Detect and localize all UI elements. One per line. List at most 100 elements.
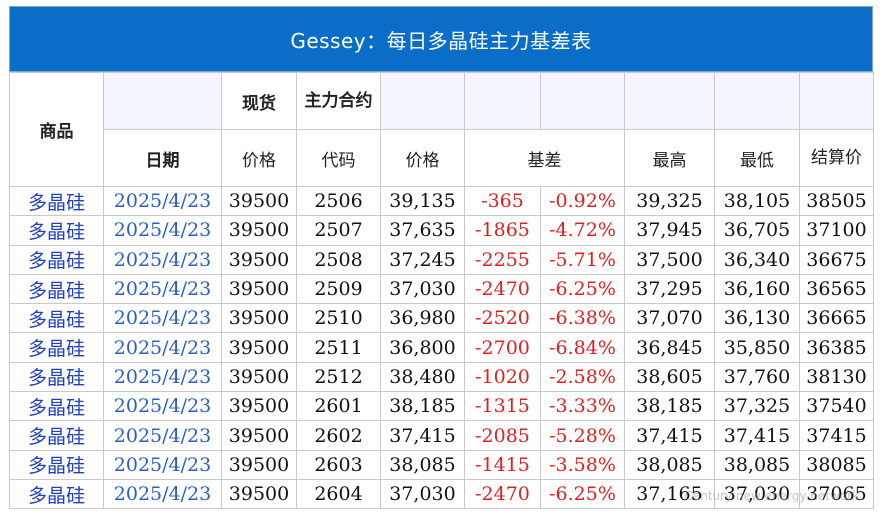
contract-price-cell: 39,135	[380, 185, 465, 217]
contract-code-cell: 2509	[296, 273, 381, 305]
contract-code-cell: 2604	[296, 478, 381, 510]
table-title: Gessey：每日多晶硅主力基差表	[9, 6, 873, 72]
header-blank-cell	[380, 72, 465, 130]
date-cell: 2025/4/23	[103, 478, 222, 510]
basis-cell: -1865	[464, 215, 541, 246]
contract-price-cell: 37,415	[380, 420, 465, 451]
table-row: 多晶硅 2025/4/23 39500 2603 38,085 -1415 -3.58% 38…	[9, 449, 874, 480]
high-cell: 37,295	[624, 273, 715, 305]
contract-price-cell: 36,800	[380, 332, 465, 363]
table-row: 多晶硅 2025/4/23 39500 2507 37,635 -1865 -4.72% 37…	[9, 215, 874, 246]
spot-price-cell: 39500	[221, 303, 297, 334]
header-blank-cell	[624, 72, 715, 130]
product-cell: 多晶硅	[9, 478, 104, 510]
date-cell: 2025/4/23	[103, 332, 222, 363]
low-cell: 37,760	[714, 361, 800, 393]
product-cell: 多晶硅	[9, 332, 104, 363]
contract-code-cell: 2508	[296, 244, 381, 275]
settle-cell: 36675	[799, 244, 874, 275]
high-cell: 37,500	[624, 244, 715, 275]
product-cell: 多晶硅	[9, 303, 104, 334]
settle-cell: 37415	[799, 420, 874, 451]
basis-percent-cell: -4.72%	[540, 215, 625, 246]
product-cell: 多晶硅	[9, 273, 104, 305]
basis-cell: -1020	[464, 361, 541, 393]
low-cell: 38,085	[714, 449, 800, 480]
high-cell: 37,415	[624, 420, 715, 451]
date-cell: 2025/4/23	[103, 391, 222, 422]
low-cell: 38,105	[714, 185, 800, 217]
table-row: 多晶硅 2025/4/23 39500 2512 38,480 -1020 -2.58% 38…	[9, 361, 874, 393]
table-row: 多晶硅 2025/4/23 39500 2510 36,980 -2520 -6.38% 37…	[9, 303, 874, 334]
basis-percent-cell: -0.92%	[540, 185, 625, 217]
header-low: 最低	[714, 129, 800, 187]
contract-price-cell: 37,030	[380, 273, 465, 305]
basis-cell: -365	[464, 185, 541, 217]
low-cell: 37,415	[714, 420, 800, 451]
header-code: 代码	[296, 129, 381, 187]
product-cell: 多晶硅	[9, 185, 104, 217]
settle-cell: 37540	[799, 391, 874, 422]
high-cell: 38,185	[624, 391, 715, 422]
table-row: 多晶硅 2025/4/23 39500 2601 38,185 -1315 -3.33% 38…	[9, 391, 874, 422]
contract-code-cell: 2511	[296, 332, 381, 363]
date-cell: 2025/4/23	[103, 303, 222, 334]
contract-price-cell: 37,635	[380, 215, 465, 246]
settle-cell: 38505	[799, 185, 874, 217]
header-spot-price: 价格	[221, 129, 297, 187]
contract-price-cell: 38,185	[380, 391, 465, 422]
spot-price-cell: 39500	[221, 420, 297, 451]
date-cell: 2025/4/23	[103, 273, 222, 305]
contract-code-cell: 2507	[296, 215, 381, 246]
basis-percent-cell: -3.58%	[540, 449, 625, 480]
product-cell: 多晶硅	[9, 449, 104, 480]
table-row: 多晶硅 2025/4/23 39500 2511 36,800 -2700 -6.84% 36…	[9, 332, 874, 363]
basis-cell: -1415	[464, 449, 541, 480]
date-cell: 2025/4/23	[103, 215, 222, 246]
settle-cell: 38130	[799, 361, 874, 393]
spot-price-cell: 39500	[221, 215, 297, 246]
table-row: 多晶硅 2025/4/23 39500 2506 39,135 -365 -0.92% 39,…	[9, 185, 874, 217]
date-cell: 2025/4/23	[103, 361, 222, 393]
basis-percent-cell: -2.58%	[540, 361, 625, 393]
date-cell: 2025/4/23	[103, 185, 222, 217]
basis-percent-cell: -6.25%	[540, 273, 625, 305]
header-price: 价格	[380, 129, 465, 187]
header-blank-cell	[799, 72, 874, 130]
header-basis: 基差	[464, 129, 625, 187]
contract-price-cell: 37,245	[380, 244, 465, 275]
spot-price-cell: 39500	[221, 391, 297, 422]
contract-price-cell: 37,030	[380, 478, 465, 510]
basis-cell: -2255	[464, 244, 541, 275]
basis-cell: -2520	[464, 303, 541, 334]
high-cell: 37,165	[624, 478, 715, 510]
low-cell: 37,030	[714, 478, 800, 510]
header-main-contract: 主力合约	[296, 72, 381, 130]
basis-cell: -2700	[464, 332, 541, 363]
header-settle: 结算价	[799, 129, 874, 187]
settle-cell: 36565	[799, 273, 874, 305]
header-blank-cell	[540, 72, 625, 130]
basis-percent-cell: -6.84%	[540, 332, 625, 363]
product-cell: 多晶硅	[9, 420, 104, 451]
basis-percent-cell: -6.25%	[540, 478, 625, 510]
settle-cell: 38085	[799, 449, 874, 480]
header-product: 商品	[9, 72, 104, 187]
basis-cell: -2470	[464, 273, 541, 305]
contract-code-cell: 2603	[296, 449, 381, 480]
spot-price-cell: 39500	[221, 332, 297, 363]
table-row: 多晶硅 2025/4/23 39500 2508 37,245 -2255 -5.71% 37…	[9, 244, 874, 275]
high-cell: 37,945	[624, 215, 715, 246]
header-high: 最高	[624, 129, 715, 187]
contract-price-cell: 36,980	[380, 303, 465, 334]
basis-percent-cell: -6.38%	[540, 303, 625, 334]
spot-price-cell: 39500	[221, 361, 297, 393]
high-cell: 39,325	[624, 185, 715, 217]
high-cell: 36,845	[624, 332, 715, 363]
header-blank-cell	[464, 72, 541, 130]
low-cell: 36,130	[714, 303, 800, 334]
date-cell: 2025/4/23	[103, 244, 222, 275]
basis-percent-cell: -5.28%	[540, 420, 625, 451]
contract-code-cell: 2601	[296, 391, 381, 422]
contract-code-cell: 2510	[296, 303, 381, 334]
